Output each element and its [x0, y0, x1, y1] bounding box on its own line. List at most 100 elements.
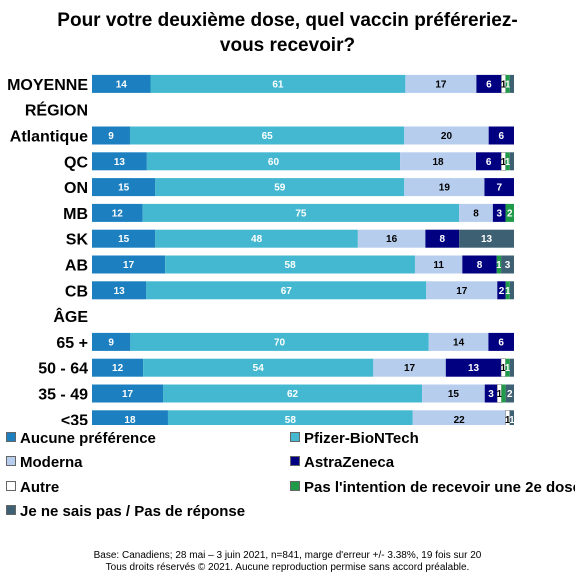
data-label-65-aucune: 9 — [108, 337, 114, 348]
bar-segment-cb-pfizer — [146, 281, 427, 300]
chart-title: Pour votre deuxième dose, quel vaccin pr… — [0, 8, 575, 58]
row-label-cb: CB — [65, 283, 88, 300]
data-label-moyenne-pas_intention: 1 — [505, 79, 511, 90]
data-label-50-64-aucune: 12 — [112, 363, 124, 374]
bar-segment-moyenne-je_ne_sais_pas — [509, 74, 514, 93]
bar-segment-qc-pas_intention — [505, 152, 510, 171]
bar-segment-moyenne-aucune — [92, 74, 151, 93]
legend-label-autre: Autre — [20, 479, 60, 496]
bar-segment-on-aucune — [92, 178, 156, 197]
bar-segment-mb-pas_intention — [505, 203, 514, 222]
bar-segment-sk-je_ne_sais_pas — [459, 229, 514, 248]
bar-segment-cb-moderna — [426, 281, 498, 300]
row-label-atlantique: Atlantique — [10, 129, 88, 146]
legend-item-astrazeneca: AstraZeneca — [290, 454, 394, 471]
data-label-mb-pfizer: 75 — [295, 208, 307, 219]
bar-segment-mb-astrazeneca — [492, 203, 506, 222]
legend-item-aucune: Aucune préférence — [6, 430, 156, 447]
data-label-atlantique-moderna: 20 — [441, 131, 453, 142]
row-label-35: <35 — [61, 412, 88, 425]
bar-segment-35-aucune — [92, 410, 168, 425]
row-label-ge: ÂGE — [53, 307, 88, 326]
bar-segment-65-pfizer — [130, 332, 429, 351]
bar-segment-qc-pfizer — [146, 152, 401, 171]
data-label-mb-astrazeneca: 3 — [496, 208, 502, 219]
data-label-50-64-pas_intention: 1 — [505, 363, 511, 374]
data-label-on-astrazeneca: 7 — [496, 183, 502, 194]
bar-segment-35-pfizer — [167, 410, 413, 425]
bar-segment-50-64-moderna — [373, 358, 446, 377]
data-label-35-je_ne_sais_pas: 1 — [509, 415, 515, 425]
data-label-cb-moderna: 17 — [456, 286, 468, 297]
data-label-qc-pas_intention: 1 — [505, 157, 511, 168]
data-label-atlantique-aucune: 9 — [108, 131, 114, 142]
data-label-50-64-pfizer: 54 — [253, 363, 265, 374]
bar-segment-ab-pas_intention — [496, 255, 502, 274]
row-label-sk: SK — [66, 232, 89, 249]
bar-segment-qc-je_ne_sais_pas — [509, 152, 514, 171]
bar-segment-mb-aucune — [92, 203, 143, 222]
legend-item-autre: Autre — [6, 479, 59, 496]
bar-segment-35-49-astrazeneca — [484, 384, 498, 403]
bar-segment-50-64-pas_intention — [505, 358, 510, 377]
bar-segment-mb-pfizer — [142, 203, 460, 222]
bar-segment-mb-moderna — [459, 203, 493, 222]
bar-segment-50-64-aucune — [92, 358, 144, 377]
data-label-sk-astrazeneca: 8 — [439, 234, 445, 245]
bar-segment-65-aucune — [92, 332, 131, 351]
data-label-moyenne-aucune: 14 — [116, 79, 128, 90]
data-label-35-pfizer: 58 — [285, 415, 297, 425]
data-label-sk-aucune: 15 — [118, 234, 130, 245]
data-label-50-64-autre: 1 — [501, 363, 507, 374]
bar-segment-atlantique-moderna — [404, 126, 489, 145]
data-label-on-moderna: 19 — [439, 183, 451, 194]
legend-label-moderna: Moderna — [20, 454, 83, 471]
data-label-35-49-astrazeneca: 3 — [488, 389, 494, 400]
data-label-ab-astrazeneca: 8 — [477, 260, 483, 271]
bar-segment-ab-pfizer — [165, 255, 415, 274]
bar-segment-moyenne-moderna — [405, 74, 477, 93]
data-label-moyenne-moderna: 17 — [435, 79, 447, 90]
row-label-ab: AB — [65, 258, 88, 275]
legend-swatch-pfizer — [290, 432, 300, 442]
bar-segment-sk-astrazeneca — [425, 229, 460, 248]
bar-segment-sk-aucune — [92, 229, 156, 248]
legend-label-astrazeneca: AstraZeneca — [304, 454, 395, 471]
legend-label-aucune: Aucune préférence — [20, 430, 156, 447]
data-label-sk-moderna: 16 — [386, 234, 398, 245]
bar-segment-cb-aucune — [92, 281, 147, 300]
bar-segment-ab-je_ne_sais_pas — [501, 255, 514, 274]
bar-segment-on-moderna — [404, 178, 485, 197]
legend-swatch-pas_intention — [290, 481, 300, 491]
legend-label-pas_intention: Pas l'intention de recevoir une 2e dose — [304, 479, 575, 496]
data-label-35-49-autre: 1 — [497, 389, 503, 400]
bar-segment-on-pfizer — [155, 178, 405, 197]
legend-swatch-moderna — [6, 456, 16, 466]
data-label-65-pfizer: 70 — [274, 337, 286, 348]
bar-segment-cb-pas_intention — [505, 281, 510, 300]
data-label-qc-aucune: 13 — [114, 157, 126, 168]
bar-segment-moyenne-astrazeneca — [476, 74, 502, 93]
bar-segment-50-64-pfizer — [143, 358, 374, 377]
legend-label-je_ne_sais_pas: Je ne sais pas / Pas de réponse — [20, 503, 246, 520]
data-label-qc-moderna: 18 — [432, 157, 444, 168]
bar-segment-cb-je_ne_sais_pas — [509, 281, 514, 300]
bar-segment-35-49-pas_intention — [501, 384, 506, 403]
data-label-sk-pfizer: 48 — [251, 234, 263, 245]
data-label-mb-pas_intention: 2 — [507, 208, 513, 219]
data-label-ab-moderna: 11 — [433, 260, 444, 271]
bar-segment-cb-astrazeneca — [497, 281, 506, 300]
legend-item-moderna: Moderna — [6, 454, 83, 471]
bar-segment-50-64-je_ne_sais_pas — [509, 358, 514, 377]
data-label-mb-moderna: 8 — [473, 208, 479, 219]
bar-segment-atlantique-astrazeneca — [488, 126, 514, 145]
bar-segment-65-moderna — [428, 332, 489, 351]
chart-title-line-2: vous recevoir? — [219, 35, 356, 56]
data-label-35-moderna: 22 — [454, 415, 466, 425]
row-label-moyenne: MOYENNE — [7, 77, 88, 94]
data-label-50-64-moderna: 17 — [404, 363, 416, 374]
data-label-ab-je_ne_sais_pas: 3 — [505, 260, 511, 271]
data-label-qc-astrazeneca: 6 — [486, 157, 492, 168]
legend-item-pfizer: Pfizer-BioNTech — [290, 430, 419, 447]
